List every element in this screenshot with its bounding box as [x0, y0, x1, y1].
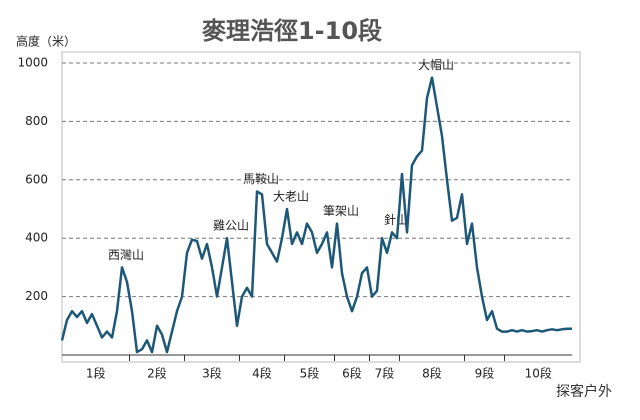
x-tick-label: 2段	[147, 366, 167, 381]
x-tick-label: 1段	[86, 366, 106, 381]
y-tick-label: 600	[25, 172, 48, 186]
x-tick-label: 7段	[375, 366, 395, 381]
x-tick-label: 3段	[202, 366, 222, 381]
peak-label: 筆架山	[323, 204, 359, 218]
y-axis-title: 高度（米）	[16, 34, 76, 49]
plot-frame	[61, 51, 581, 363]
y-tick-label: 1000	[17, 56, 48, 70]
x-tick-label: 8段	[422, 366, 442, 381]
y-tick-label: 400	[25, 231, 48, 245]
x-tick-label: 6段	[342, 366, 362, 381]
x-tick-label: 9段	[475, 366, 495, 381]
elevation-line	[60, 76, 572, 354]
x-tick-label: 10段	[525, 366, 552, 381]
chart-title: 麥理浩徑1-10段	[201, 17, 382, 45]
x-tick-label: 4段	[252, 366, 272, 381]
y-tick-label: 200	[25, 289, 48, 303]
peak-label: 西灣山	[108, 248, 144, 262]
peak-label: 大老山	[273, 190, 309, 204]
peak-label: 針山	[384, 212, 408, 227]
x-tick-label: 5段	[300, 366, 320, 381]
y-tick-label: 800	[25, 114, 48, 128]
peak-label: 大帽山	[418, 57, 454, 72]
watermark: 探客户外	[556, 383, 612, 400]
peak-label: 馬鞍山	[243, 171, 279, 186]
peak-label: 雞公山	[213, 219, 249, 233]
